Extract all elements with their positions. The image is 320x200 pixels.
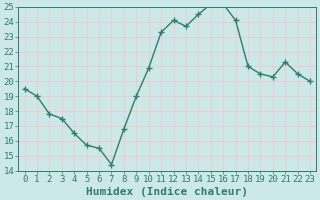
X-axis label: Humidex (Indice chaleur): Humidex (Indice chaleur) bbox=[86, 186, 248, 197]
